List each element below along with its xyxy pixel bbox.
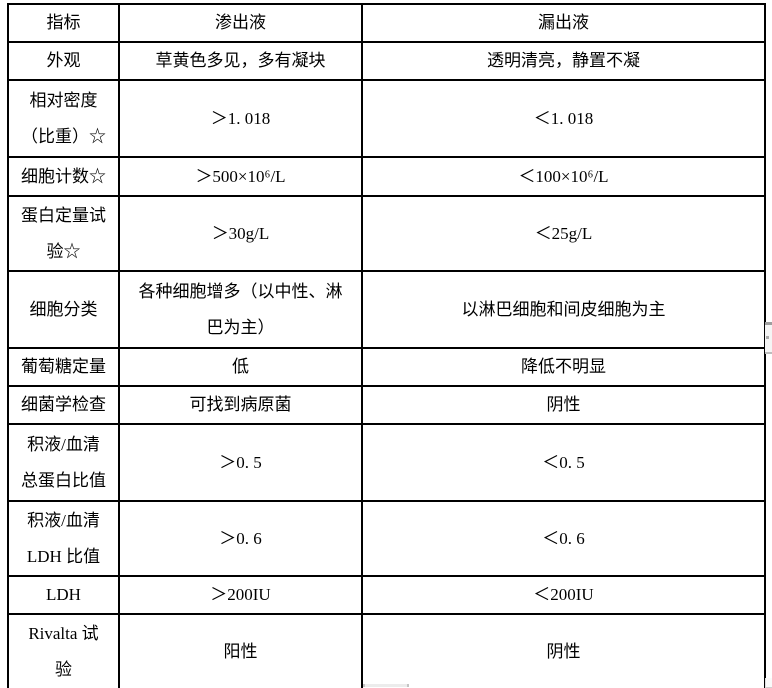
table-row-relative-density: 相对密度 （比重）☆ ＞1. 018 ＜1. 018 bbox=[7, 79, 766, 158]
cell-transudate: 以淋巴细胞和间皮细胞为主 bbox=[361, 270, 766, 349]
cell-transudate: ＜25g/L bbox=[361, 195, 766, 272]
cell-transudate: ＜200IU bbox=[361, 575, 766, 615]
scrollbar-dash-icon bbox=[765, 352, 772, 354]
cell-transudate: 降低不明显 bbox=[361, 347, 766, 387]
cell-indicator: Rivalta 试 验 bbox=[7, 613, 120, 688]
header-indicator: 指标 bbox=[7, 3, 120, 43]
header-row: 指标 渗出液 漏出液 bbox=[7, 3, 766, 43]
table-row-appearance: 外观 草黄色多见，多有凝块 透明清亮，静置不凝 bbox=[7, 41, 766, 81]
cell-transudate: 透明清亮，静置不凝 bbox=[361, 41, 766, 81]
cell-transudate: ＜0. 6 bbox=[361, 500, 766, 577]
scrollbar-dot-icon bbox=[766, 336, 769, 339]
cell-indicator: 细菌学检查 bbox=[7, 385, 120, 425]
cell-indicator: 葡萄糖定量 bbox=[7, 347, 120, 387]
cell-exudate: 阳性 bbox=[118, 613, 363, 688]
corner-artifact bbox=[765, 678, 772, 688]
scrollbar-thumb-fragment[interactable] bbox=[765, 322, 772, 354]
table-resize-handle-artifact bbox=[363, 684, 409, 687]
cell-indicator: 积液/血清 总蛋白比值 bbox=[7, 423, 120, 502]
cell-transudate: ＜100×10⁶/L bbox=[361, 156, 766, 197]
table-row-fluid-serum-ldh-ratio: 积液/血清 LDH 比值 ＞0. 6 ＜0. 6 bbox=[7, 500, 766, 577]
cell-transudate: 阴性 bbox=[361, 385, 766, 425]
table-row-cell-classification: 细胞分类 各种细胞增多（以中性、淋 巴为主） 以淋巴细胞和间皮细胞为主 bbox=[7, 270, 766, 349]
header-exudate: 渗出液 bbox=[118, 3, 363, 43]
exudate-transudate-comparison-table: 指标 渗出液 漏出液 外观 草黄色多见，多有凝块 透明清亮，静置不凝 相对密度 … bbox=[7, 3, 766, 688]
cell-exudate: ＞0. 5 bbox=[118, 423, 363, 502]
cell-indicator: 外观 bbox=[7, 41, 120, 81]
cell-exudate: 低 bbox=[118, 347, 363, 387]
table-row-rivalta-test: Rivalta 试 验 阳性 阴性 bbox=[7, 613, 766, 688]
cell-indicator: LDH bbox=[7, 575, 120, 615]
scrollbar-dash-icon bbox=[765, 322, 772, 325]
cell-exudate: 草黄色多见，多有凝块 bbox=[118, 41, 363, 81]
cell-indicator: 细胞分类 bbox=[7, 270, 120, 349]
cell-exudate: 各种细胞增多（以中性、淋 巴为主） bbox=[118, 270, 363, 349]
cell-indicator: 积液/血清 LDH 比值 bbox=[7, 500, 120, 577]
cell-exudate: ＞200IU bbox=[118, 575, 363, 615]
header-transudate: 漏出液 bbox=[361, 3, 766, 43]
table-row-protein-assay: 蛋白定量试 验☆ ＞30g/L ＜25g/L bbox=[7, 195, 766, 272]
cell-indicator: 蛋白定量试 验☆ bbox=[7, 195, 120, 272]
cell-transudate: ＜1. 018 bbox=[361, 79, 766, 158]
cell-transudate: ＜0. 5 bbox=[361, 423, 766, 502]
table-row-ldh: LDH ＞200IU ＜200IU bbox=[7, 575, 766, 615]
cell-indicator: 相对密度 （比重）☆ bbox=[7, 79, 120, 158]
table-row-bacteriology: 细菌学检查 可找到病原菌 阴性 bbox=[7, 385, 766, 425]
table-row-fluid-serum-protein-ratio: 积液/血清 总蛋白比值 ＞0. 5 ＜0. 5 bbox=[7, 423, 766, 502]
table-row-cell-count: 细胞计数☆ ＞500×10⁶/L ＜100×10⁶/L bbox=[7, 156, 766, 197]
cell-indicator: 细胞计数☆ bbox=[7, 156, 120, 197]
cell-exudate: ＞1. 018 bbox=[118, 79, 363, 158]
cell-exudate: ＞30g/L bbox=[118, 195, 363, 272]
cell-exudate: 可找到病原菌 bbox=[118, 385, 363, 425]
cell-exudate: ＞0. 6 bbox=[118, 500, 363, 577]
table-row-glucose: 葡萄糖定量 低 降低不明显 bbox=[7, 347, 766, 387]
cell-exudate: ＞500×10⁶/L bbox=[118, 156, 363, 197]
cell-transudate: 阴性 bbox=[361, 613, 766, 688]
